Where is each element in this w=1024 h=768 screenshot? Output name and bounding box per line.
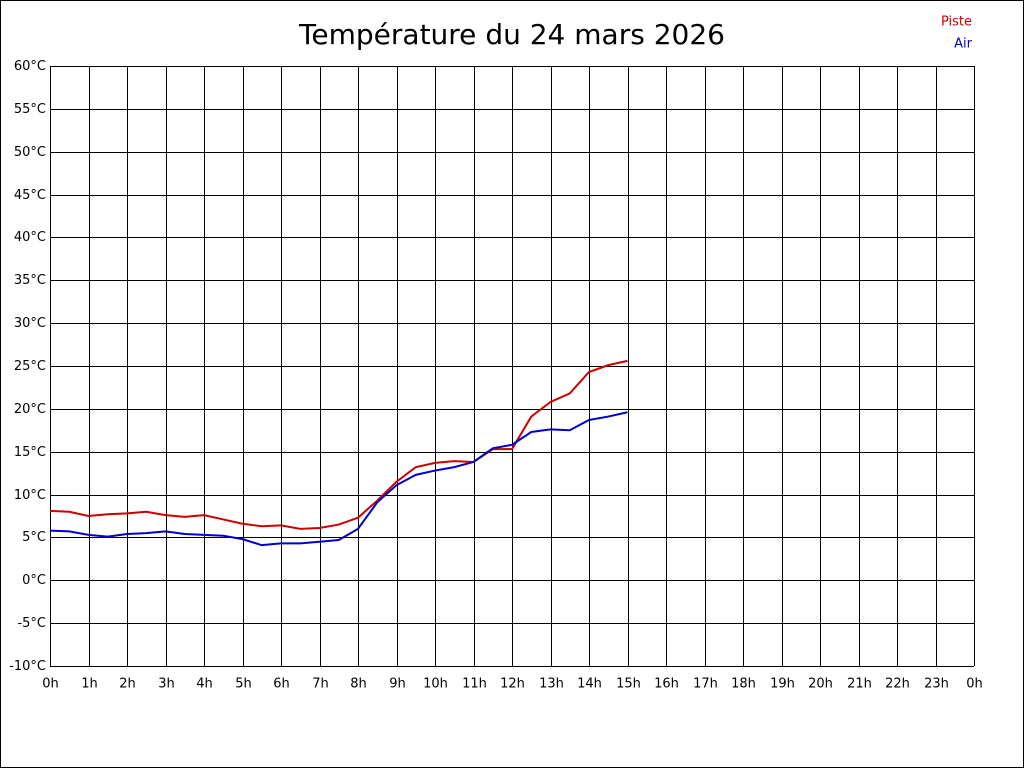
y-tick-label: 0°C	[22, 573, 46, 588]
y-tick-label: -10°C	[9, 659, 46, 674]
x-tick-label: 17h	[693, 677, 718, 692]
y-tick-label: 10°C	[14, 488, 46, 503]
x-tick-label: 18h	[731, 677, 756, 692]
y-tick-label: -5°C	[17, 616, 46, 631]
x-tick-label: 1h	[81, 677, 98, 692]
legend-label: Piste	[941, 15, 972, 30]
x-tick-label: 3h	[158, 677, 175, 692]
x-tick-label: 5h	[235, 677, 252, 692]
y-tick-label: 40°C	[14, 230, 46, 245]
x-tick-label: 0h	[42, 677, 59, 692]
x-tick-label: 2h	[119, 677, 136, 692]
y-tick-label: 60°C	[14, 59, 46, 74]
y-tick-label: 15°C	[14, 445, 46, 460]
y-tick-label: 5°C	[22, 530, 46, 545]
x-tick-label: 23h	[924, 677, 949, 692]
x-tick-label: 16h	[654, 677, 679, 692]
x-tick-label: 0h	[966, 677, 983, 692]
y-tick-label: 25°C	[14, 359, 46, 374]
x-tick-label: 12h	[500, 677, 525, 692]
x-tick-label: 21h	[847, 677, 872, 692]
x-tick-label: 22h	[885, 677, 910, 692]
y-tick-label: 45°C	[14, 188, 46, 203]
x-tick-label: 7h	[312, 677, 329, 692]
x-tick-label: 10h	[423, 677, 448, 692]
legend-label: Air	[954, 37, 973, 52]
data-line	[49, 411, 628, 547]
x-tick-label: 15h	[616, 677, 641, 692]
x-tick-label: 4h	[196, 677, 213, 692]
x-tick-label: 8h	[350, 677, 367, 692]
data-line	[49, 359, 628, 530]
y-tick-label: 20°C	[14, 402, 46, 417]
x-tick-label: 11h	[462, 677, 487, 692]
x-tick-label: 9h	[389, 677, 406, 692]
y-tick-label: 55°C	[14, 102, 46, 117]
y-tick-label: 30°C	[14, 316, 46, 331]
x-tick-label: 14h	[577, 677, 602, 692]
x-tick-label: 6h	[273, 677, 290, 692]
y-tick-label: 35°C	[14, 273, 46, 288]
chart-title: Température du 24 mars 2026	[298, 18, 725, 51]
y-tick-label: 50°C	[14, 145, 46, 160]
x-tick-label: 19h	[770, 677, 795, 692]
x-tick-label: 20h	[808, 677, 833, 692]
x-tick-label: 13h	[539, 677, 564, 692]
